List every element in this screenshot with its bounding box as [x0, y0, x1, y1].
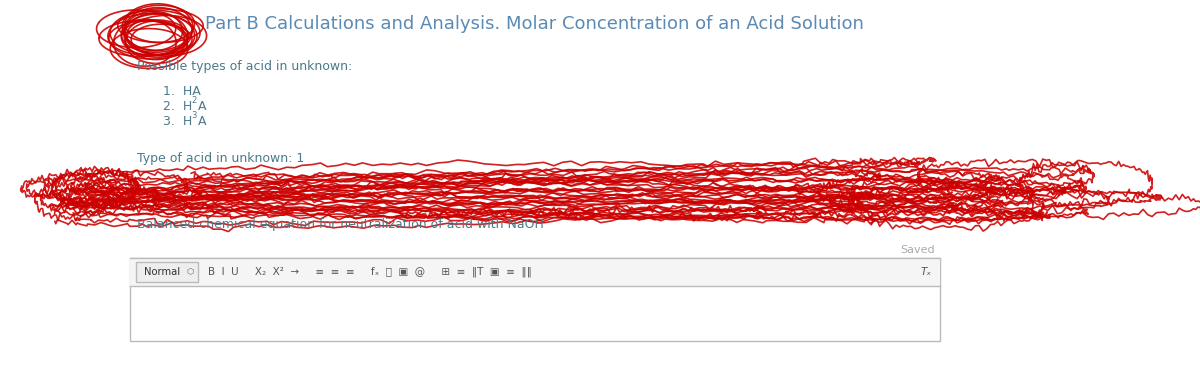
Text: A: A	[198, 115, 206, 128]
Text: ⬡: ⬡	[186, 267, 193, 276]
Text: 2: 2	[191, 96, 197, 105]
Text: Possible types of acid in unknown:: Possible types of acid in unknown:	[137, 60, 353, 73]
FancyBboxPatch shape	[130, 258, 940, 341]
Text: Type of acid in unknown: 1: Type of acid in unknown: 1	[137, 152, 305, 165]
Text: 3: 3	[191, 111, 197, 120]
Text: Saved: Saved	[900, 245, 935, 255]
Text: 3.  H: 3. H	[163, 115, 192, 128]
Text: Normal: Normal	[144, 267, 180, 277]
Text: B  I  U     X₂  X²  →     ≡  ≡  ≡     fₓ  ⛓  ▣  @     ⊞  ≡  ‖T  ▣  ≡  ‖‖: B I U X₂ X² → ≡ ≡ ≡ fₓ ⛓ ▣ @ ⊞ ≡ ‖T ▣ ≡ …	[208, 267, 532, 277]
FancyBboxPatch shape	[136, 262, 198, 282]
Text: Tₓ: Tₓ	[922, 267, 932, 277]
Text: A: A	[198, 100, 206, 113]
FancyBboxPatch shape	[130, 258, 940, 286]
Text: Balanced chemical equation for neutralization of acid with NaOH: Balanced chemical equation for neutraliz…	[137, 218, 544, 231]
Text: 1.  HA: 1. HA	[163, 85, 200, 98]
Text: 2.  H: 2. H	[163, 100, 192, 113]
Text: Part B Calculations and Analysis. Molar Concentration of an Acid Solution: Part B Calculations and Analysis. Molar …	[205, 15, 864, 33]
